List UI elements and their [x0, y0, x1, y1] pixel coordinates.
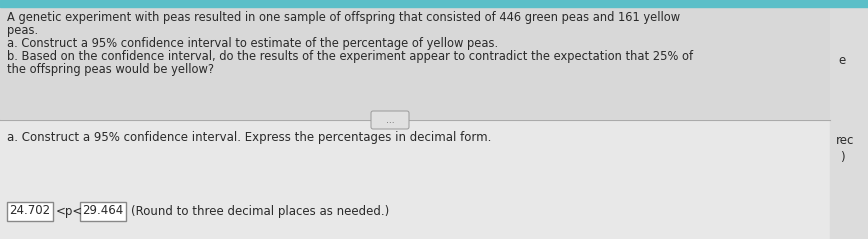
- Bar: [0, 0, 868, 7]
- Text: 29.464: 29.464: [82, 205, 123, 217]
- Text: the offspring peas would be yellow?: the offspring peas would be yellow?: [7, 63, 214, 76]
- Bar: [0, 0, 830, 120]
- Bar: [830, 0, 868, 239]
- Text: e: e: [838, 54, 845, 67]
- Text: a. Construct a 95% confidence interval. Express the percentages in decimal form.: a. Construct a 95% confidence interval. …: [7, 131, 491, 144]
- Text: <p<: <p<: [56, 205, 83, 217]
- Text: a. Construct a 95% confidence interval to estimate of the percentage of yellow p: a. Construct a 95% confidence interval t…: [7, 37, 498, 50]
- Text: peas.: peas.: [7, 24, 38, 37]
- Text: 24.702: 24.702: [10, 205, 50, 217]
- Text: (Round to three decimal places as needed.): (Round to three decimal places as needed…: [131, 205, 389, 217]
- Bar: [80, 201, 126, 221]
- FancyBboxPatch shape: [371, 111, 409, 129]
- Text: A genetic experiment with peas resulted in one sample of offspring that consiste: A genetic experiment with peas resulted …: [7, 11, 681, 24]
- Text: rec: rec: [836, 134, 854, 147]
- Bar: [7, 201, 53, 221]
- Bar: [0, 120, 830, 239]
- Text: ...: ...: [385, 115, 394, 125]
- Text: b. Based on the confidence interval, do the results of the experiment appear to : b. Based on the confidence interval, do …: [7, 50, 694, 63]
- Text: ): ): [840, 151, 845, 164]
